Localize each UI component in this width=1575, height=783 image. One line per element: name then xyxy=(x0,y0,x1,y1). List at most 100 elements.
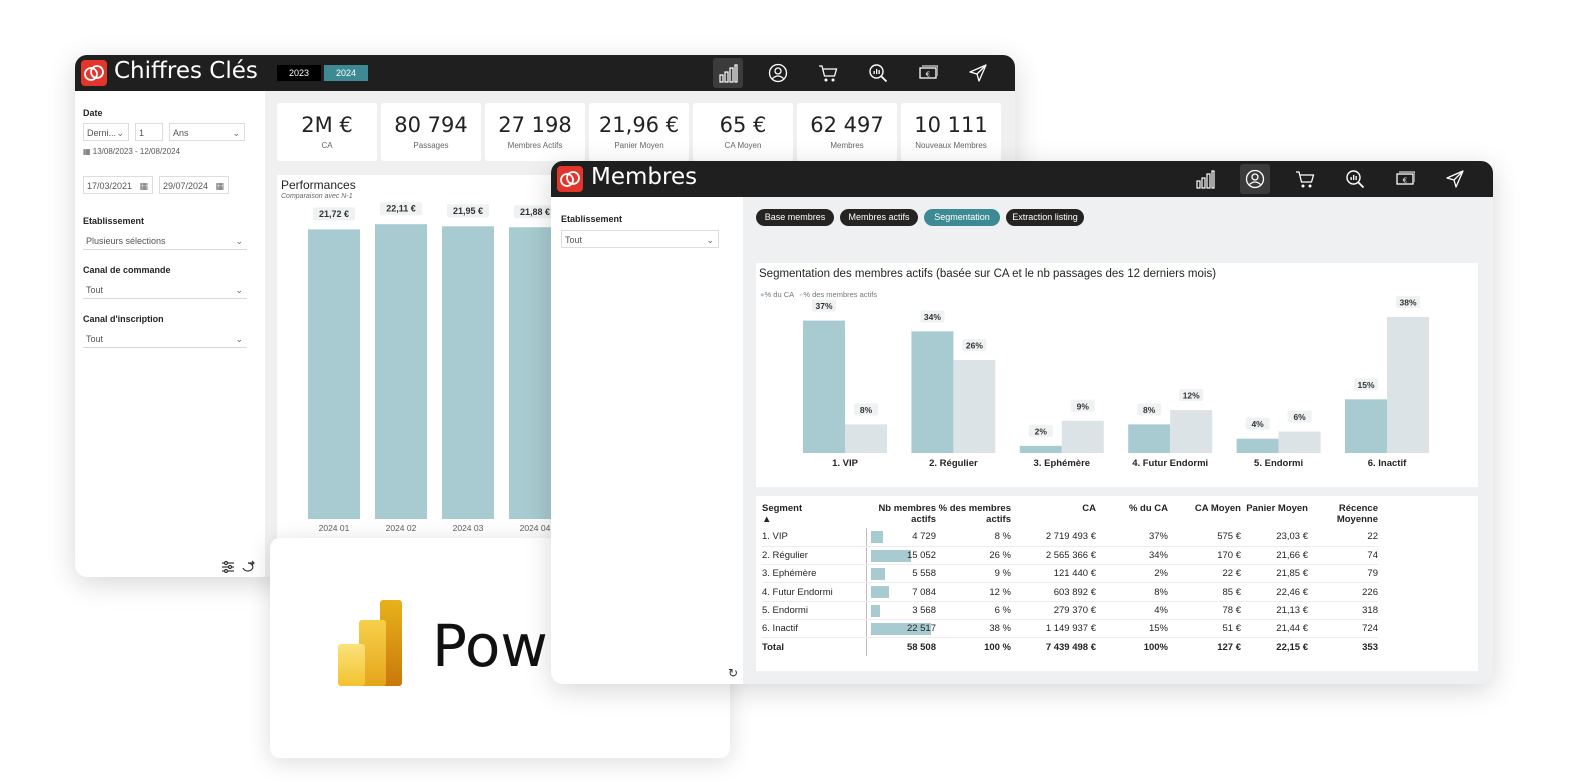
table-cell: 58 508 xyxy=(865,637,936,657)
table-cell: 9 % xyxy=(936,564,1011,584)
column-header[interactable]: Panier Moyen xyxy=(1241,500,1308,528)
kpi-card: 27 198 Membres Actifs xyxy=(485,103,585,161)
column-header[interactable]: CA Moyen xyxy=(1168,500,1241,528)
nav-button-user[interactable] xyxy=(763,58,793,88)
tab-extraction-listing[interactable]: Extraction listing xyxy=(1006,209,1084,226)
column-header[interactable]: CA xyxy=(1011,500,1096,528)
seg-value-label: 34% xyxy=(924,312,941,322)
segmentation-chart-card: Segmentation des membres actifs (basée s… xyxy=(756,263,1478,487)
seg-value-label: 26% xyxy=(966,340,983,350)
refresh-icon[interactable]: ↻ xyxy=(728,666,739,680)
perf-value-label: 21,72 € xyxy=(319,209,349,219)
relative-mode-select[interactable]: Derni... ⌄ xyxy=(83,123,129,141)
column-header[interactable]: % du CA xyxy=(1096,500,1168,528)
perf-value-label-bg xyxy=(313,207,355,221)
tab-base-membres[interactable]: Base membres xyxy=(756,209,834,226)
table-row[interactable]: 5. Endormi 3 568 6 % 279 370 €4% 78 €21,13 €… xyxy=(762,601,1378,620)
column-header[interactable]: Nb membres actifs xyxy=(866,500,936,528)
seg-value-label: 15% xyxy=(1357,380,1374,390)
column-header[interactable]: % des membres actifs xyxy=(936,500,1011,528)
table-total-row: Total 58 508 100 % 7 439 498 € 100% 127 € 22,1… xyxy=(762,637,1378,657)
nav-button-zoom[interactable] xyxy=(1340,164,1370,194)
table-row[interactable]: 2. Régulier 15 052 26 % 2 565 366 €34% 170 €… xyxy=(762,546,1378,566)
user-icon xyxy=(768,63,788,83)
nav-button-send[interactable] xyxy=(963,58,993,88)
canal-commande-select[interactable]: Tout ⌄ xyxy=(83,281,247,299)
seg-value-label: 8% xyxy=(860,405,873,415)
perf-category-label: 2024 03 xyxy=(453,523,484,533)
table-cell: 85 € xyxy=(1168,582,1241,602)
table-cell: 15 052 xyxy=(865,546,936,566)
nav-button-banknote[interactable]: € xyxy=(1390,164,1420,194)
relative-unit-select[interactable]: Ans ⌄ xyxy=(169,123,245,141)
table-row[interactable]: 4. Futur Endormi 7 084 12 % 603 892 €8% 85 €… xyxy=(762,582,1378,602)
column-header-label: Segment xyxy=(762,503,803,514)
table-row[interactable]: 3. Ephémère 5 558 9 % 121 440 €2% 22 €21,85 … xyxy=(762,564,1378,584)
legend-dot-membres: ● xyxy=(798,290,804,299)
data-bar xyxy=(870,604,880,617)
etab-select[interactable]: Tout ⌄ xyxy=(561,230,719,248)
chevron-down-icon: ⌄ xyxy=(235,334,243,344)
page-title: Chiffres Clés xyxy=(114,58,258,84)
table-cell: 74 xyxy=(1308,546,1378,566)
filter-settings-icon[interactable] xyxy=(221,560,257,574)
nav-button-banknote[interactable]: € xyxy=(913,58,943,88)
page-title: Membres xyxy=(591,164,698,190)
kpi-value: 80 794 xyxy=(394,113,468,137)
canal-inscription-select[interactable]: Tout ⌄ xyxy=(83,330,247,348)
nav-button-user[interactable] xyxy=(1240,164,1270,194)
end-date-value: 29/07/2024 xyxy=(163,181,209,191)
seg-bar-ca xyxy=(911,331,954,453)
end-date-input[interactable]: 29/07/2024 ▦ xyxy=(159,176,229,194)
data-bar xyxy=(870,586,890,599)
date-range-text: ▦ 13/08/2023 - 12/08/2024 xyxy=(83,147,180,156)
column-header-label: Nb membres actifs xyxy=(878,503,936,525)
chevron-down-icon: ⌄ xyxy=(235,236,243,246)
chart-legend: ●% du CA ●% des membres actifs xyxy=(760,290,877,299)
nav-button-send[interactable] xyxy=(1440,164,1470,194)
kpi-label: CA Moyen xyxy=(724,141,762,150)
relative-n-input[interactable]: 1 xyxy=(135,123,163,141)
seg-category-label: 3. Ephémère xyxy=(1034,458,1091,469)
table-cell: 21,85 € xyxy=(1241,564,1308,584)
nav-button-cart[interactable] xyxy=(813,58,843,88)
sort-icon[interactable]: ▲ xyxy=(762,514,772,525)
table-cell: 22 517 xyxy=(865,619,936,639)
table-header-row: Segment ▲ Nb membres actifs% des membres a… xyxy=(762,500,1378,528)
perf-category-label: 2024 01 xyxy=(319,523,350,533)
tab-membres-actifs[interactable]: Membres actifs xyxy=(840,209,918,226)
kpi-value: 62 497 xyxy=(810,113,884,137)
start-date-input[interactable]: 17/03/2021 ▦ xyxy=(83,176,153,194)
nav-button-cart[interactable] xyxy=(1290,164,1320,194)
column-header[interactable]: Récence Moyenne xyxy=(1308,500,1378,528)
nav-bar: € xyxy=(1190,164,1490,194)
banknote-icon: € xyxy=(1396,171,1415,185)
nav-button-zoom[interactable] xyxy=(863,58,893,88)
performance-chart: 21,72 € 2024 01 22,11 € 2024 02 21,95 € 2024 … xyxy=(308,202,561,533)
tab-segmentation[interactable]: Segmentation xyxy=(924,209,1000,226)
table-cell: 2% xyxy=(1096,564,1168,584)
seg-value-label-bg xyxy=(812,299,836,312)
table-cell: 37% xyxy=(1096,528,1168,547)
table-row[interactable]: 1. VIP 4 729 8 % 2 719 493 €37% 575 €23,03 €… xyxy=(762,528,1378,547)
svg-text:€: € xyxy=(1403,177,1407,185)
column-header[interactable]: Segment ▲ xyxy=(762,500,866,528)
seg-value-label: 6% xyxy=(1293,412,1306,422)
table-row[interactable]: 6. Inactif 22 517 38 % 1 149 937 €15% 51 €21… xyxy=(762,619,1378,639)
cell-value: 15 052 xyxy=(906,549,936,561)
zoom-icon xyxy=(869,64,888,83)
year-button-2023[interactable]: 2023 xyxy=(277,65,321,81)
cell-value: 22 517 xyxy=(906,623,936,635)
calendar-icon: ▦ xyxy=(215,181,224,191)
perf-value-label: 22,11 € xyxy=(386,204,416,214)
brand-logo-icon xyxy=(81,60,107,86)
year-button-2024[interactable]: 2024 xyxy=(324,65,368,81)
nav-button-bar-chart[interactable] xyxy=(1190,164,1220,194)
etab-select[interactable]: Plusieurs sélections ⌄ xyxy=(83,232,247,250)
cell-value: 3 568 xyxy=(912,604,936,616)
kpi-value: 2M € xyxy=(301,113,353,137)
table-cell: 22 xyxy=(1308,528,1378,547)
seg-category-label: 4. Futur Endormi xyxy=(1132,458,1208,469)
table-cell: 7 084 xyxy=(865,582,936,602)
nav-button-bar-chart[interactable] xyxy=(713,58,743,88)
